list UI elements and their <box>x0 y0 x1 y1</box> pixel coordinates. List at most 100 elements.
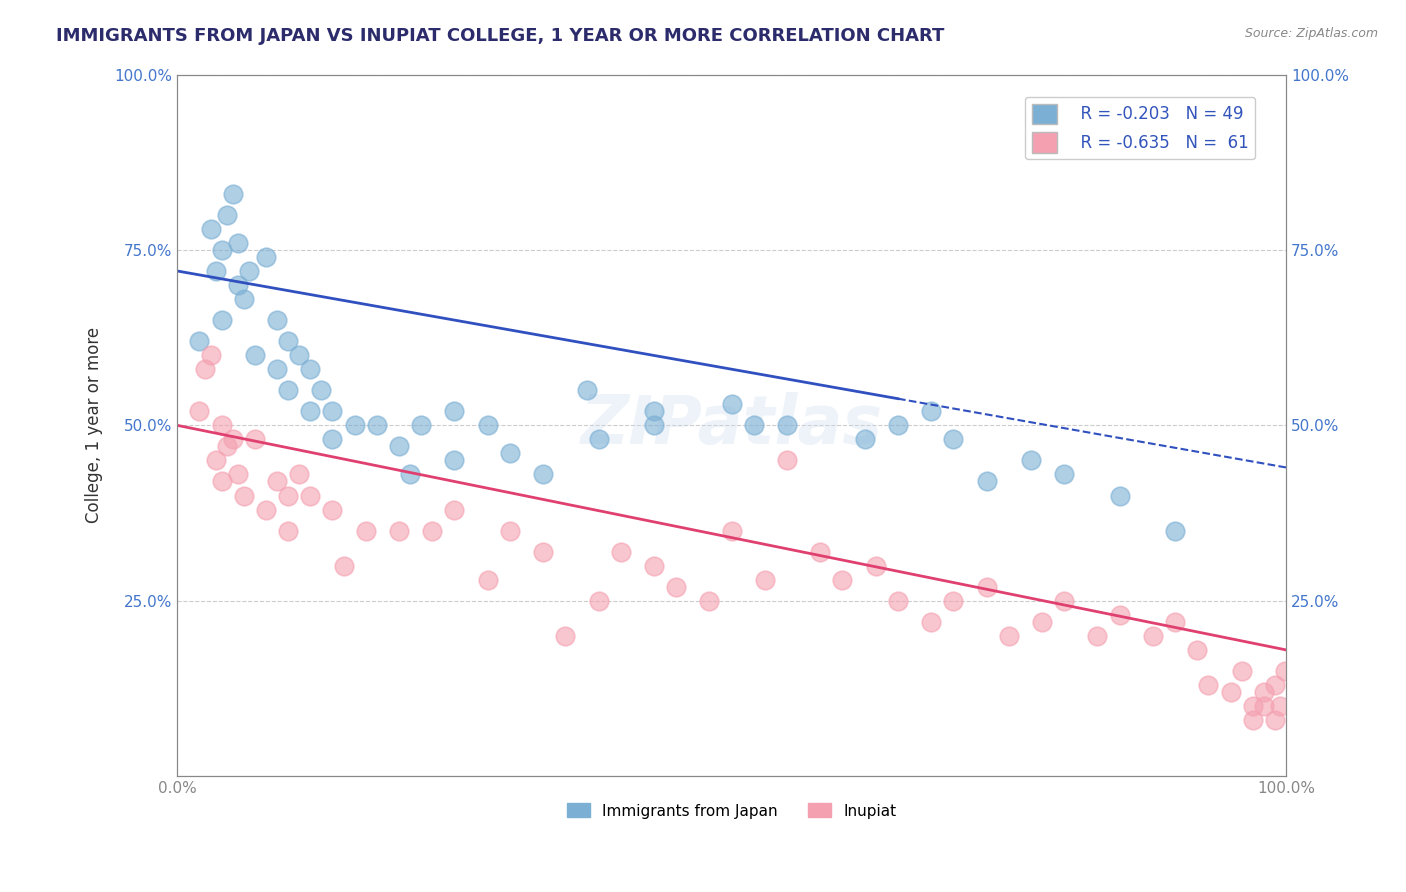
Point <box>266 475 288 489</box>
Point <box>443 404 465 418</box>
Point <box>311 384 333 398</box>
Point <box>1019 453 1042 467</box>
Point <box>211 475 233 489</box>
Point <box>942 433 965 447</box>
Point <box>277 489 299 503</box>
Point <box>332 558 354 573</box>
Point <box>665 580 688 594</box>
Point <box>266 362 288 376</box>
Point <box>217 439 239 453</box>
Y-axis label: College, 1 year or more: College, 1 year or more <box>86 327 103 524</box>
Point <box>288 348 311 362</box>
Point <box>477 573 499 587</box>
Point <box>194 362 217 376</box>
Point <box>343 418 366 433</box>
Point <box>321 433 343 447</box>
Point <box>1142 629 1164 643</box>
Text: ZIPatlas: ZIPatlas <box>581 392 883 458</box>
Point <box>776 418 799 433</box>
Point <box>277 384 299 398</box>
Point <box>1197 678 1219 692</box>
Point <box>388 524 411 538</box>
Point <box>865 558 887 573</box>
Point <box>222 186 245 201</box>
Point <box>254 502 277 516</box>
Point <box>1264 713 1286 727</box>
Point <box>211 418 233 433</box>
Point <box>699 593 721 607</box>
Point <box>920 615 942 629</box>
Point <box>200 348 222 362</box>
Point <box>531 467 554 482</box>
Point <box>354 524 377 538</box>
Point <box>1087 629 1109 643</box>
Point <box>1031 615 1053 629</box>
Point <box>1053 467 1076 482</box>
Point <box>277 524 299 538</box>
Point <box>1230 664 1253 678</box>
Point <box>1219 685 1241 699</box>
Point <box>277 334 299 348</box>
Point <box>776 453 799 467</box>
Point <box>226 278 249 293</box>
Point <box>1270 698 1292 713</box>
Point <box>887 418 910 433</box>
Point <box>720 524 742 538</box>
Point <box>499 524 522 538</box>
Point <box>226 467 249 482</box>
Point <box>243 348 266 362</box>
Point <box>243 433 266 447</box>
Point <box>942 593 965 607</box>
Point <box>1108 607 1130 622</box>
Point <box>217 208 239 222</box>
Point <box>853 433 876 447</box>
Point <box>609 544 631 558</box>
Point <box>1241 698 1264 713</box>
Point <box>1164 615 1187 629</box>
Point <box>976 580 998 594</box>
Point <box>205 264 228 278</box>
Point <box>200 222 222 236</box>
Point <box>188 334 211 348</box>
Point <box>399 467 422 482</box>
Point <box>1241 713 1264 727</box>
Point <box>887 593 910 607</box>
Point <box>754 573 776 587</box>
Point <box>188 404 211 418</box>
Point <box>388 439 411 453</box>
Point <box>254 250 277 264</box>
Point <box>420 524 443 538</box>
Point <box>411 418 433 433</box>
Point <box>238 264 260 278</box>
Point <box>1264 678 1286 692</box>
Point <box>232 292 254 306</box>
Point <box>211 313 233 327</box>
Point <box>288 467 311 482</box>
Point <box>831 573 853 587</box>
Point <box>808 544 831 558</box>
Point <box>321 502 343 516</box>
Text: Source: ZipAtlas.com: Source: ZipAtlas.com <box>1244 27 1378 40</box>
Point <box>531 544 554 558</box>
Legend: Immigrants from Japan, Inupiat: Immigrants from Japan, Inupiat <box>561 797 903 825</box>
Point <box>1253 698 1275 713</box>
Text: IMMIGRANTS FROM JAPAN VS INUPIAT COLLEGE, 1 YEAR OR MORE CORRELATION CHART: IMMIGRANTS FROM JAPAN VS INUPIAT COLLEGE… <box>56 27 945 45</box>
Point <box>588 433 610 447</box>
Point <box>1108 489 1130 503</box>
Point <box>205 453 228 467</box>
Point <box>643 418 665 433</box>
Point <box>997 629 1019 643</box>
Point <box>299 404 322 418</box>
Point <box>742 418 765 433</box>
Point <box>643 558 665 573</box>
Point <box>554 629 576 643</box>
Point <box>720 397 742 411</box>
Point <box>576 384 599 398</box>
Point <box>366 418 388 433</box>
Point <box>1053 593 1076 607</box>
Point <box>443 502 465 516</box>
Point <box>266 313 288 327</box>
Point <box>976 475 998 489</box>
Point <box>211 243 233 257</box>
Point <box>232 489 254 503</box>
